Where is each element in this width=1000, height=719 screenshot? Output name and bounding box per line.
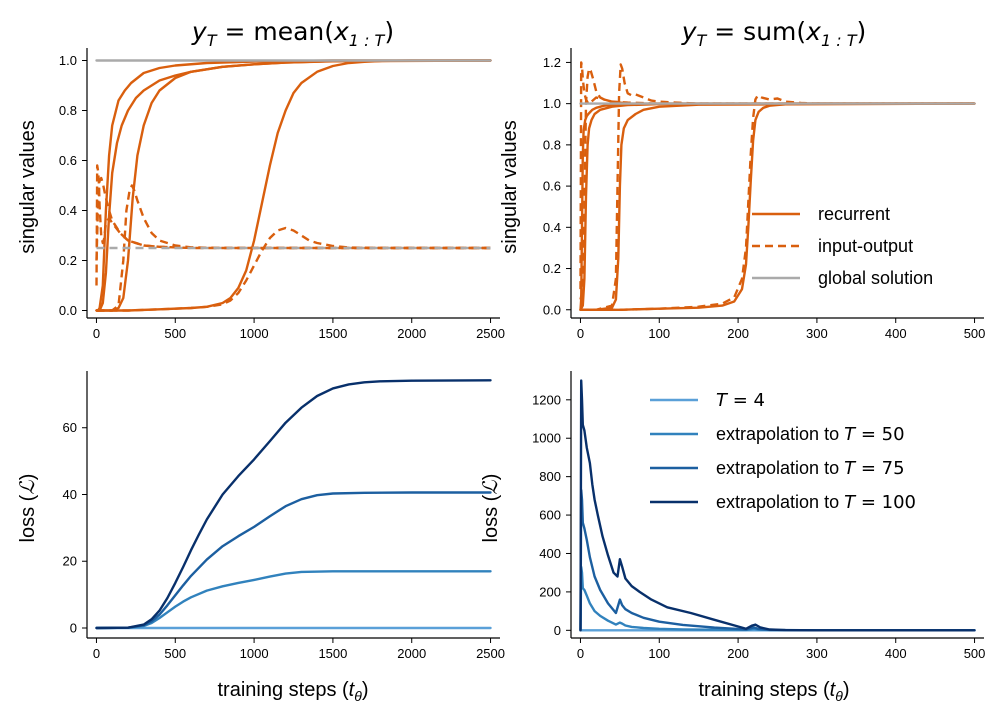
- bottom-left-ytick-label: 40: [63, 487, 77, 502]
- top-right-ytick-label: 0.2: [543, 261, 561, 276]
- bottom-left-plot: 0 500 1000 1500 2000 2500 0 20 40 60: [63, 371, 505, 661]
- bottom-left-ytick-label: 0: [70, 620, 77, 635]
- bottom-left-series-2-line: [95, 491, 492, 630]
- top-right-recurrent-line: [579, 102, 976, 311]
- bottom-right-ytick-label: 600: [539, 508, 561, 523]
- top-right-recurrent-line: [579, 102, 976, 311]
- bottom-right-series-2-line: [579, 488, 976, 632]
- bottom-right-ytick-label: 0: [554, 623, 561, 638]
- bottom-right-ytick-label: 400: [539, 546, 561, 561]
- top-left-ylabel: singular values: [17, 120, 39, 253]
- top-left-ytick-label: 0.2: [59, 253, 77, 268]
- bottom-left-xtick-label: 2500: [476, 646, 505, 661]
- bottom-left-ytick-label: 60: [63, 420, 77, 435]
- bottom-left-series-1-line: [95, 570, 492, 630]
- top-left-input-output-line: [96, 226, 491, 312]
- bottom-right-xlabel: training steps (tθ): [698, 679, 849, 704]
- top-left-input-output-line: [95, 164, 491, 286]
- top-left-ytick-label: 0.8: [59, 103, 77, 118]
- bottom-right-series-3-line: [579, 379, 976, 632]
- top-right-ylabel: singular values: [499, 120, 521, 253]
- top-right-xtick-label: 300: [806, 326, 828, 341]
- bottom-left-xtick-label: 2000: [397, 646, 426, 661]
- legend-label-global-solution: global solution: [818, 268, 933, 288]
- bottom-left-ylabel: loss (ℒ): [17, 474, 39, 543]
- bottom-left-ytick-label: 20: [63, 554, 77, 569]
- bottom-right-xtick-label: 400: [885, 646, 907, 661]
- top-right-xtick-label: 400: [885, 326, 907, 341]
- top-right-xtick-label: 100: [648, 326, 670, 341]
- top-right-ytick-label: 1.0: [543, 96, 561, 111]
- top-right-ytick-label: 0.4: [543, 220, 561, 235]
- top-left-xtick-label: 2000: [397, 326, 426, 341]
- top-right-xtick-label: 200: [727, 326, 749, 341]
- top-right-title: yT = sum(x1 : T): [681, 17, 866, 50]
- bottom-left-xtick-label: 1500: [318, 646, 347, 661]
- bottom-right-ytick-label: 200: [539, 584, 561, 599]
- bottom-right-ytick-label: 800: [539, 469, 561, 484]
- bottom-left-series-3-line: [95, 379, 492, 630]
- svg-text:yT = sum(x1 : T): yT = sum(x1 : T): [681, 17, 866, 50]
- bottom-left-xlabel: training steps (tθ): [217, 679, 368, 704]
- top-left-input-output-line: [96, 184, 491, 312]
- top-right-xtick-label: 500: [964, 326, 986, 341]
- top-left-xtick-label: 2500: [476, 326, 505, 341]
- bottom-right-xtick-label: 300: [806, 646, 828, 661]
- bottom-right-ylabel: loss (ℒ): [480, 474, 502, 543]
- legend-label-1: extrapolation to T = 50: [716, 424, 905, 445]
- bottom-right-xtick-label: 0: [577, 646, 584, 661]
- top-right-xtick-label: 0: [577, 326, 584, 341]
- bottom-right-legend: T = 4 extrapolation to T = 50 extrapolatio…: [650, 390, 916, 513]
- bottom-left-xtick-label: 500: [164, 646, 186, 661]
- top-left-xtick-label: 1000: [240, 326, 269, 341]
- bottom-right-series-1-line: [579, 565, 976, 632]
- top-left-xtick-label: 0: [93, 326, 100, 341]
- top-right-ytick-label: 0.6: [543, 179, 561, 194]
- top-left-ytick-label: 0.4: [59, 203, 77, 218]
- bottom-right-xtick-label: 200: [727, 646, 749, 661]
- top-right-legend: recurrent input-output global solution: [752, 204, 933, 288]
- top-left-xtick-label: 1500: [318, 326, 347, 341]
- top-right-input-output-line: [580, 94, 975, 311]
- top-left-ytick-label: 0.6: [59, 153, 77, 168]
- legend-label-input-output: input-output: [818, 236, 913, 256]
- top-right-input-output-line: [580, 63, 975, 311]
- top-left-ytick-label: 0.0: [59, 303, 77, 318]
- bottom-right-ytick-label: 1000: [532, 431, 561, 446]
- top-right-ytick-label: 1.2: [543, 55, 561, 70]
- legend-label-3: extrapolation to T = 100: [716, 492, 916, 513]
- legend-label-recurrent: recurrent: [818, 204, 890, 224]
- top-left-title: yT = mean(x1 : T): [191, 17, 394, 50]
- top-left-input-output-line: [95, 176, 491, 261]
- bottom-left-xtick-label: 1000: [240, 646, 269, 661]
- top-left-recurrent-line: [95, 59, 492, 312]
- bottom-right-plot: 0 100 200 300 400 500 0 200 400 600 800 1000 1200: [532, 371, 985, 661]
- top-right-ytick-label: 0.8: [543, 137, 561, 152]
- svg-text:yT = mean(x1 : T): yT = mean(x1 : T): [191, 17, 394, 50]
- bottom-right-xtick-label: 500: [964, 646, 986, 661]
- top-left-xtick-label: 500: [164, 326, 186, 341]
- top-left-ytick-label: 1.0: [59, 53, 77, 68]
- bottom-right-xtick-label: 100: [648, 646, 670, 661]
- top-left-recurrent-line: [95, 59, 492, 312]
- legend-label-2: extrapolation to T = 75: [716, 458, 905, 479]
- top-right-ytick-label: 0.0: [543, 302, 561, 317]
- top-left-plot: 0 500 1000 1500 2000 2500 0.0 0.2 0.4 0.6 0.8 1.0: [59, 48, 505, 341]
- bottom-left-xtick-label: 0: [93, 646, 100, 661]
- legend-label-0: T = 4: [716, 390, 765, 411]
- bottom-right-ytick-label: 1200: [532, 392, 561, 407]
- top-right-input-output-line: [579, 61, 975, 290]
- top-right-plot: 0 100 200 300 400 500 0.0 0.2 0.4 0.6 0.8 1.0 1.2: [543, 48, 985, 341]
